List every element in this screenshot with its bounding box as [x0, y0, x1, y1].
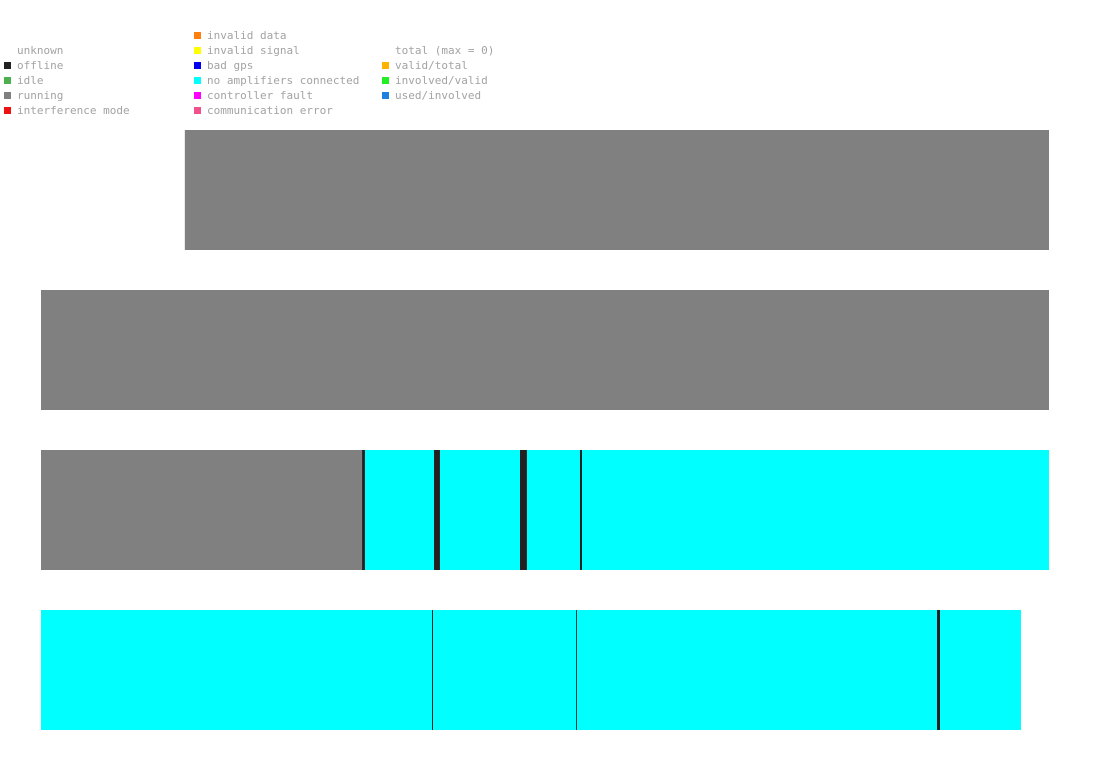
legend-label: involved/valid	[395, 74, 488, 87]
timeline-segment	[439, 450, 521, 570]
timeline-segment	[526, 450, 580, 570]
legend-label: total (max = 0)	[395, 44, 495, 57]
timeline-segment	[579, 450, 582, 570]
timeline-row	[41, 290, 1049, 410]
timeline-segment	[41, 450, 363, 570]
timeline-segment	[434, 450, 440, 570]
legend-swatch	[194, 92, 201, 99]
timeline-segment	[937, 610, 941, 730]
timeline-segment	[41, 610, 432, 730]
timeline-segment	[576, 610, 578, 730]
timeline-row	[41, 450, 1049, 570]
legend-swatch	[4, 107, 11, 114]
timeline-segment	[581, 450, 1049, 570]
legend-swatch	[194, 47, 201, 54]
legend-label: running	[17, 89, 64, 102]
timeline-segment	[432, 610, 434, 730]
legend-label: idle	[17, 74, 44, 87]
timeline-segment	[940, 610, 1021, 730]
legend-swatch	[382, 77, 389, 84]
legend-swatch	[4, 77, 11, 84]
legend-swatch	[194, 32, 201, 39]
legend-label: unknown	[17, 44, 64, 57]
timeline-segment	[364, 450, 435, 570]
legend-label: invalid signal	[207, 44, 300, 57]
timeline-row	[41, 610, 1021, 730]
timeline-segment	[362, 450, 365, 570]
legend-swatch	[382, 92, 389, 99]
legend-label: valid/total	[395, 59, 468, 72]
legend-label: used/involved	[395, 89, 482, 102]
legend-label: invalid data	[207, 29, 287, 42]
timeline-segment	[576, 610, 938, 730]
legend-swatch	[194, 62, 201, 69]
legend-swatch	[194, 77, 201, 84]
timeline-segment	[520, 450, 527, 570]
timeline-segment	[433, 610, 577, 730]
legend-label: no amplifiers connected	[207, 74, 360, 87]
legend-label: bad gps	[207, 59, 254, 72]
legend-label: interference mode	[17, 104, 130, 117]
timeline-segment	[184, 130, 1050, 250]
legend-swatch	[4, 92, 11, 99]
timeline-row	[184, 130, 1050, 250]
legend-swatch	[194, 107, 201, 114]
legend-swatch	[382, 62, 389, 69]
timeline-segment	[41, 290, 1049, 410]
legend-label: offline	[17, 59, 64, 72]
legend: unknown offline idle running interference mo…	[0, 0, 520, 125]
legend-label: communication error	[207, 104, 333, 117]
legend-label: controller fault	[207, 89, 313, 102]
legend-swatch	[4, 62, 11, 69]
